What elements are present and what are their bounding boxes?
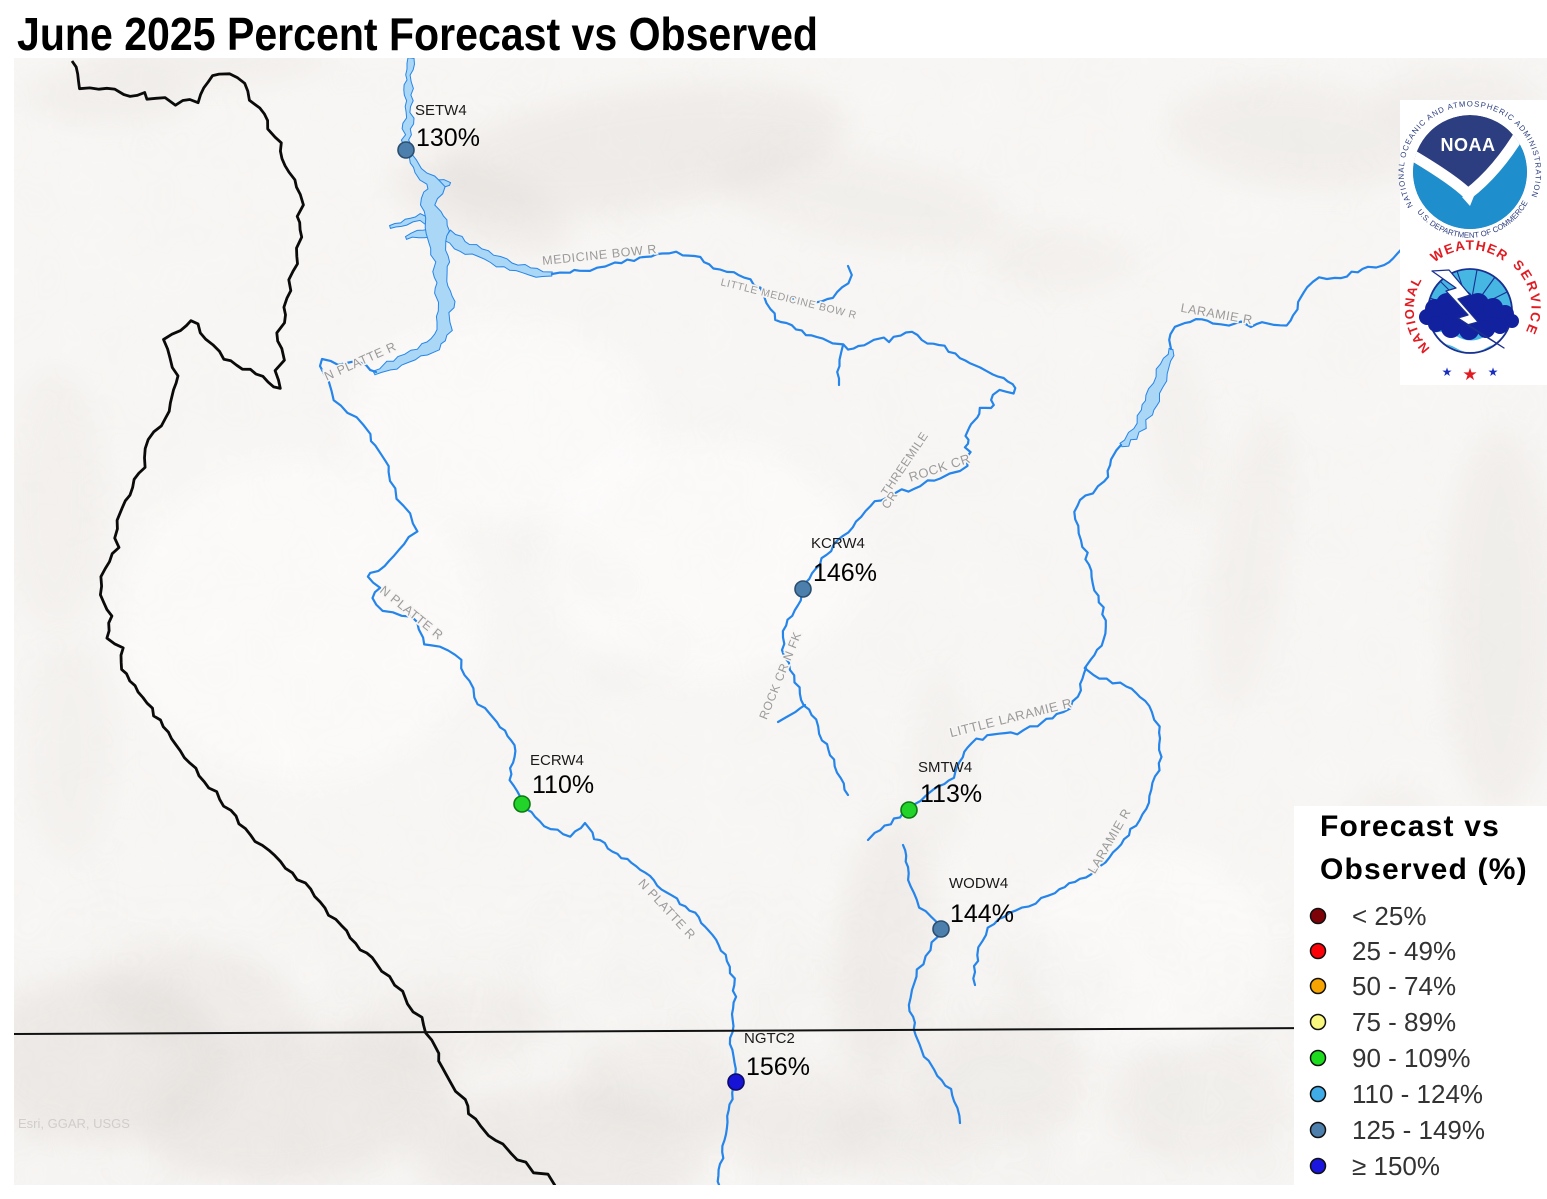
svg-text:156%: 156% <box>746 1053 810 1081</box>
svg-text:144%: 144% <box>950 900 1014 928</box>
svg-text:50 - 74%: 50 - 74% <box>1352 971 1456 1001</box>
svg-text:Esri, GGAR, USGS: Esri, GGAR, USGS <box>18 1116 130 1131</box>
svg-text:25 - 49%: 25 - 49% <box>1352 936 1456 966</box>
svg-text:75 - 89%: 75 - 89% <box>1352 1007 1456 1037</box>
svg-text:WODW4: WODW4 <box>949 875 1008 892</box>
svg-text:ECRW4: ECRW4 <box>530 752 584 769</box>
svg-text:< 25%: < 25% <box>1352 901 1426 931</box>
svg-text:NOAA: NOAA <box>1441 135 1496 155</box>
svg-text:146%: 146% <box>813 559 877 587</box>
svg-text:≥ 150%: ≥ 150% <box>1352 1151 1440 1181</box>
svg-text:110 - 124%: 110 - 124% <box>1352 1079 1483 1109</box>
svg-text:KCRW4: KCRW4 <box>811 535 865 552</box>
svg-text:Forecast vs: Forecast vs <box>1320 810 1500 843</box>
svg-text:★: ★ <box>1442 365 1453 379</box>
svg-text:90 - 109%: 90 - 109% <box>1352 1043 1471 1073</box>
svg-text:Observed (%): Observed (%) <box>1320 853 1528 886</box>
svg-text:NGTC2: NGTC2 <box>744 1030 795 1047</box>
svg-text:SETW4: SETW4 <box>415 102 467 119</box>
svg-text:130%: 130% <box>416 124 480 152</box>
svg-text:125 - 149%: 125 - 149% <box>1352 1115 1485 1145</box>
svg-text:110%: 110% <box>532 771 594 799</box>
svg-text:★: ★ <box>1488 365 1499 379</box>
svg-text:SMTW4: SMTW4 <box>918 759 972 776</box>
svg-text:★: ★ <box>1462 365 1477 384</box>
svg-text:June 2025 Percent Forecast vs: June 2025 Percent Forecast vs Observed <box>17 8 818 60</box>
svg-text:113%: 113% <box>920 780 982 808</box>
